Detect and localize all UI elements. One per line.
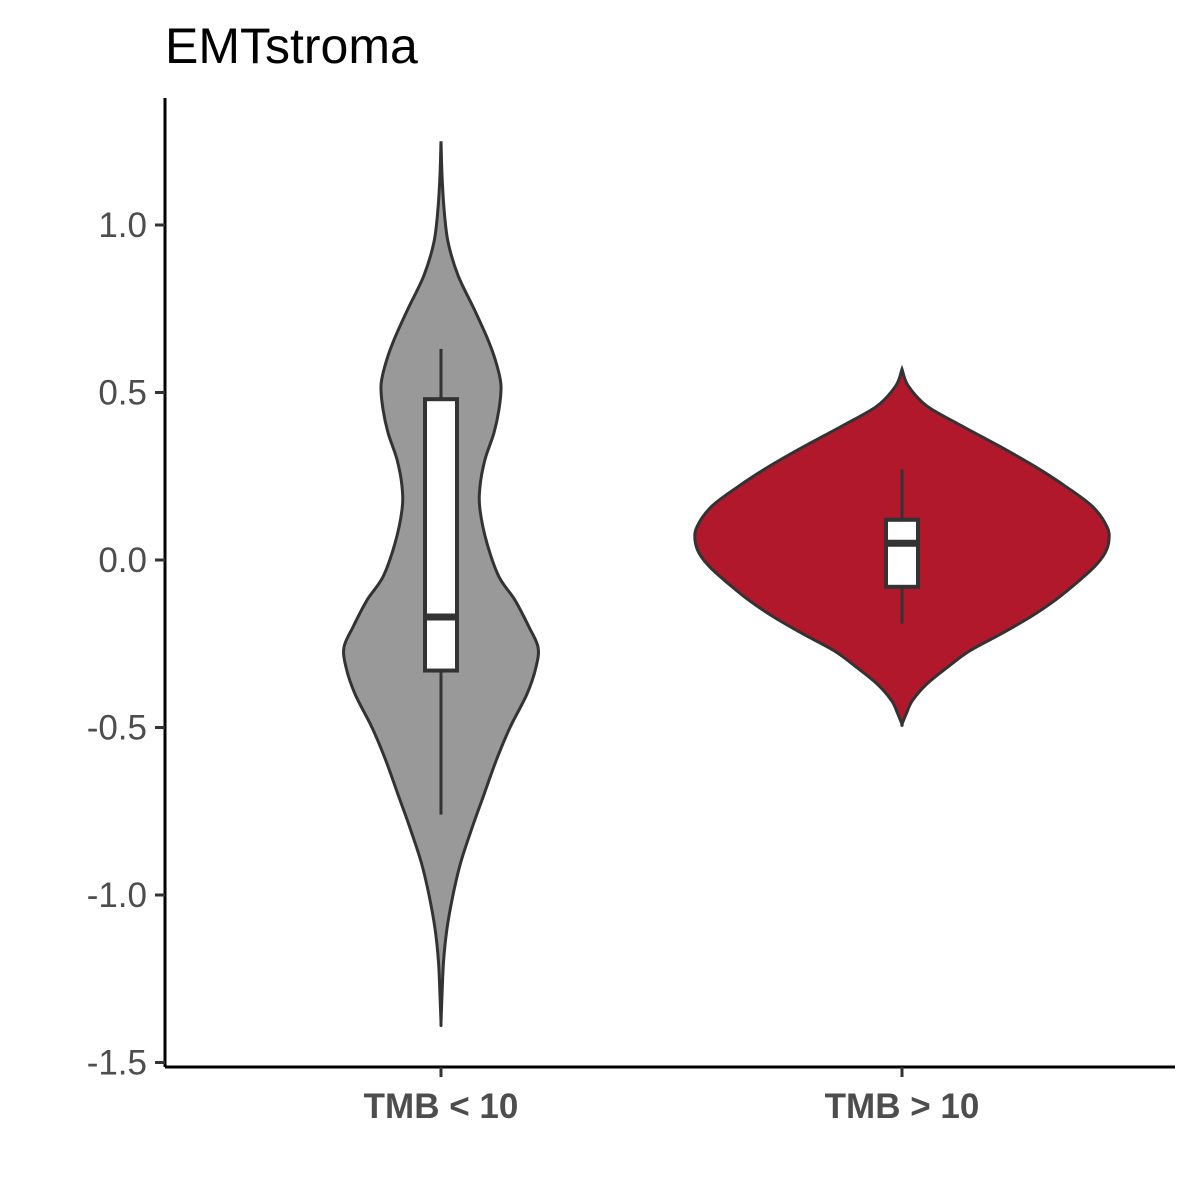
boxplots: [423, 348, 920, 815]
x-tick-label: TMB < 10: [364, 1087, 519, 1126]
x-axis: TMB < 10 TMB > 10: [165, 1065, 1175, 1126]
y-tick-label: 1.0: [98, 206, 147, 245]
y-tick-label: -0.5: [87, 709, 147, 748]
box-iqr: [884, 517, 920, 589]
y-tick-label: 0.0: [98, 541, 147, 580]
y-tick-label: 0.5: [98, 374, 147, 413]
y-axis: 1.0 0.5 0.0 -0.5 -1.0 -1.5: [87, 98, 167, 1083]
box-iqr: [423, 397, 459, 673]
x-tick-label: TMB > 10: [825, 1087, 980, 1126]
chart-title: EMTstroma: [165, 18, 418, 74]
y-tick-label: -1.5: [87, 1044, 147, 1083]
y-tick-label: -1.0: [87, 876, 147, 915]
